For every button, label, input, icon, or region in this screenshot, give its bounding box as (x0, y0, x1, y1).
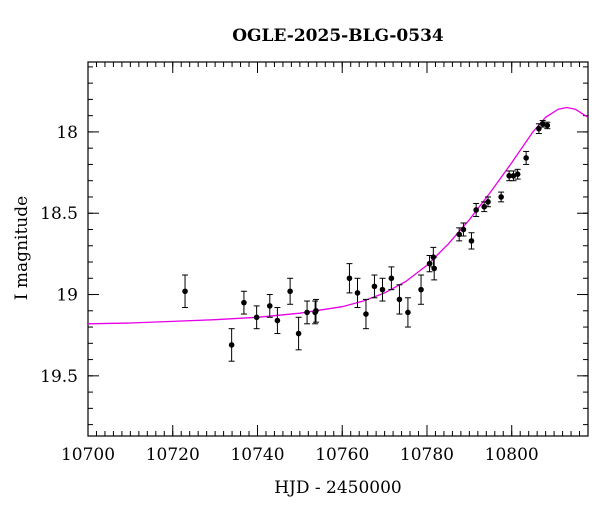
data-point (468, 238, 475, 244)
y-axis-label: I magnitude (12, 196, 32, 300)
data-point (514, 171, 521, 177)
data-point (182, 288, 188, 295)
data-point (304, 309, 310, 316)
x-tick-label: 10780 (400, 445, 454, 465)
data-point (431, 265, 437, 272)
data-point (498, 194, 504, 200)
x-tick-label: 10760 (315, 445, 369, 465)
data-point (539, 120, 546, 127)
data-point (473, 207, 479, 213)
data-point (506, 173, 512, 179)
chart-title: OGLE-2025-BLG-0534 (232, 26, 444, 46)
data-point (481, 203, 487, 210)
y-tick-label: 19 (56, 286, 78, 306)
y-tick-label: 18 (56, 123, 78, 143)
x-tick-label: 10720 (146, 445, 200, 465)
data-point (544, 122, 551, 129)
data-point (379, 286, 386, 293)
data-point (354, 290, 361, 296)
data-point (346, 275, 353, 282)
data-point (460, 226, 467, 233)
data-point (266, 303, 273, 309)
data-point (253, 314, 260, 321)
x-tick-label: 10740 (230, 445, 284, 465)
x-axis-label: HJD - 2450000 (274, 478, 402, 498)
y-tick-label: 18.5 (40, 204, 78, 224)
data-point (241, 299, 247, 306)
data-point (295, 330, 302, 337)
data-point (426, 260, 433, 267)
data-point (405, 309, 411, 316)
model-curve (88, 106, 588, 325)
data-point (510, 173, 517, 179)
data-point (313, 307, 319, 314)
data-point (363, 311, 369, 317)
x-tick-label: 10700 (61, 445, 115, 465)
plot-frame (87, 61, 589, 437)
data-point (523, 155, 529, 161)
data-point (228, 342, 235, 348)
data-point (485, 199, 491, 205)
plot-area: 10700 10720 10740 10760 10780 10800 18 18.5 19 19… (40, 61, 589, 465)
data-point (388, 275, 395, 282)
data-point (371, 283, 378, 290)
data-point (287, 288, 293, 295)
data-point (274, 317, 281, 324)
data-point (418, 286, 424, 293)
y-tick-label: 19.5 (40, 367, 78, 387)
data-point (396, 296, 403, 303)
x-tick-label: 10800 (485, 445, 539, 465)
